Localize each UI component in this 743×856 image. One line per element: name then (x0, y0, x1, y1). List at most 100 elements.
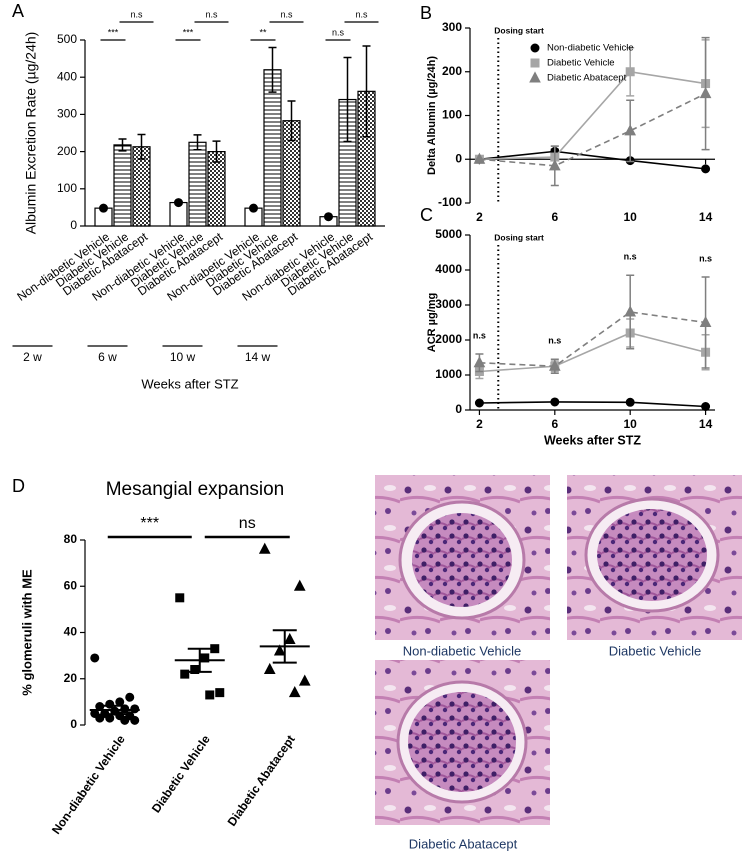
x-tick-label: Non-diabetic Vehicle (49, 732, 128, 836)
y-tick-label: 0 (455, 151, 462, 165)
point-label: n.s (624, 252, 637, 262)
x-tick-label: 6 w (98, 350, 117, 364)
y-tick-label: 80 (64, 532, 78, 546)
error-bar (212, 140, 221, 163)
y-axis-label: Albumin Excretion Rate (µg/24h) (23, 32, 39, 235)
glomerulus (408, 692, 516, 792)
x-tick-label: Diabetic Vehicle (149, 732, 213, 815)
y-tick-label: 2000 (435, 332, 462, 346)
y-tick-label: 300 (57, 107, 77, 121)
y-tick-label: 1000 (435, 367, 462, 381)
marker (99, 203, 108, 213)
y-axis-label: % glomeruli with ME (19, 569, 34, 696)
significance-label: *** (183, 27, 194, 37)
marker (473, 356, 486, 368)
image-caption: Diabetic Abatacept (409, 836, 518, 851)
panel-label: B (420, 3, 432, 23)
marker (324, 212, 333, 222)
point-label: n.s (699, 253, 712, 263)
marker (273, 644, 286, 656)
error-bar (118, 138, 127, 152)
significance-label: n.s (332, 27, 345, 37)
y-tick-label: 20 (64, 671, 78, 685)
image-caption: Diabetic Vehicle (609, 643, 702, 658)
x-tick-label: 2 (476, 417, 483, 431)
marker (263, 662, 276, 674)
significance-label: n.s (130, 9, 143, 19)
marker (474, 398, 484, 408)
sem-bar (102, 704, 127, 716)
error-bar (343, 56, 352, 143)
y-tick-label: 60 (64, 578, 78, 592)
x-tick-label: 14 (699, 417, 713, 431)
marker (283, 632, 296, 644)
x-tick-label: 10 (624, 210, 638, 224)
error-bar (137, 133, 146, 160)
error-bar (193, 134, 202, 151)
x-tick-label: 6 (551, 210, 558, 224)
x-axis-label: Weeks after STZ (544, 433, 641, 447)
marker (180, 669, 190, 679)
x-tick-label: 14 (699, 210, 713, 224)
marker (624, 124, 637, 136)
point-label: n.s (473, 330, 486, 340)
significance-label: *** (108, 27, 119, 37)
x-tick-label: 10 w (170, 350, 196, 364)
marker (473, 152, 486, 164)
series-line (479, 401, 706, 408)
marker (174, 198, 183, 208)
marker (625, 67, 635, 77)
panel-label: D (12, 476, 25, 496)
image-caption: Non-diabetic Vehicle (403, 643, 522, 658)
y-tick-label: 0 (455, 402, 462, 416)
dosing-label: Dosing start (494, 25, 544, 35)
marker (115, 697, 125, 707)
panel-e: E Non-diabetic Vehicle Diabetic Vehicle … (375, 475, 742, 851)
marker (90, 653, 100, 663)
sem-bar (187, 647, 212, 673)
series-line (479, 150, 706, 170)
x-tick-label: 14 w (245, 350, 271, 364)
marker (699, 87, 712, 99)
marker (175, 593, 185, 603)
marker (120, 715, 130, 725)
legend-label: Non-diabetic Vehicle (547, 43, 634, 54)
error-bar (268, 46, 277, 93)
x-tick-label: 2 (476, 210, 483, 224)
significance-label: n.s (355, 9, 368, 19)
x-tick-label: 6 (551, 417, 558, 431)
y-tick-label: 400 (57, 69, 77, 83)
marker (550, 397, 560, 407)
bar (188, 141, 207, 227)
glomerulus (412, 513, 512, 607)
marker (701, 164, 711, 174)
marker (249, 203, 258, 213)
marker (699, 315, 712, 327)
y-axis-label: Delta Albumin (µg/24h) (426, 56, 438, 175)
y-tick-label: 100 (57, 181, 77, 195)
y-tick-label: 500 (57, 32, 77, 46)
series-line (479, 311, 706, 368)
dosing-label: Dosing start (494, 232, 544, 242)
y-tick-label: 5000 (435, 227, 462, 241)
significance-label: n.s (205, 9, 218, 19)
marker (548, 359, 561, 371)
y-tick-label: 3000 (435, 297, 462, 311)
y-tick-label: 100 (442, 108, 462, 122)
y-tick-label: 0 (70, 717, 77, 731)
y-tick-label: 200 (57, 144, 77, 158)
marker (95, 713, 105, 723)
marker (210, 644, 220, 654)
marker (624, 305, 637, 317)
point-label: n.s (548, 336, 561, 346)
y-tick-label: -100 (438, 195, 462, 209)
panel-label: A (12, 1, 24, 21)
significance-label: n.s (280, 9, 293, 19)
significance-label: *** (140, 515, 159, 532)
marker (205, 690, 215, 700)
marker (130, 704, 140, 714)
x-tick-label: Diabetic Abatacept (225, 733, 298, 829)
marker (298, 674, 311, 686)
